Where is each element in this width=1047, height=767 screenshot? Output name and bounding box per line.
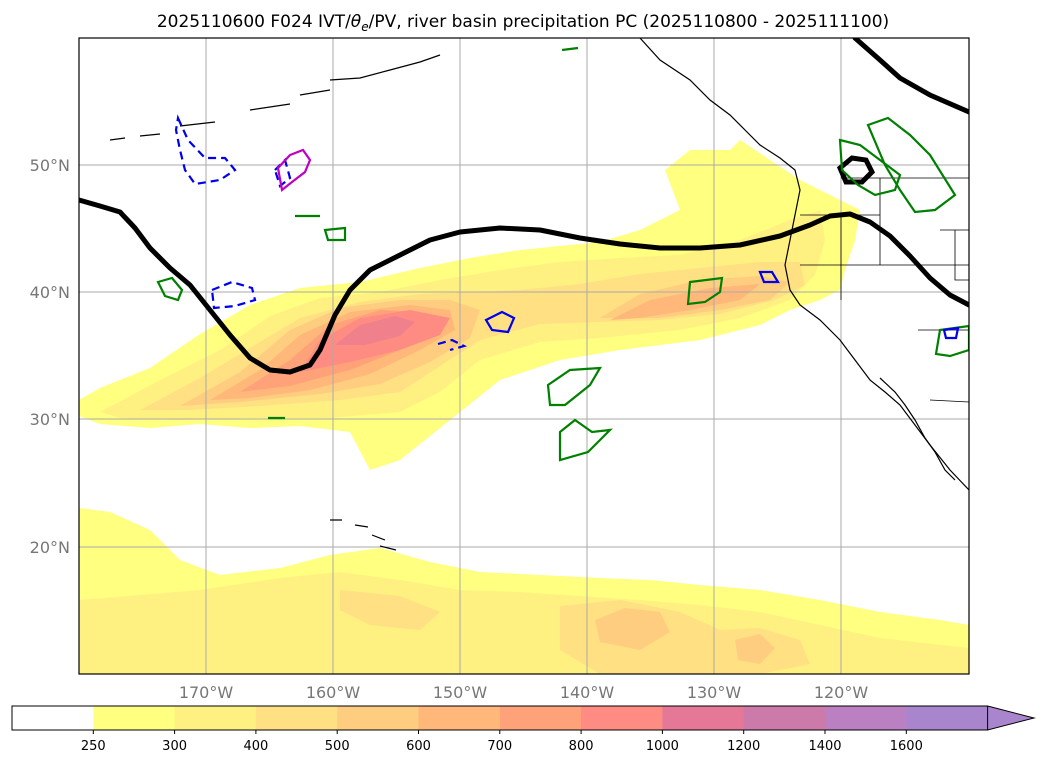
pc-green-contour [934, 324, 969, 358]
pc-green-contour [156, 276, 184, 302]
colorbar: 250 300 400 500 600 700 800 1000 1200 1400 1600 [11, 705, 1036, 754]
pc-blue-contour [484, 310, 516, 334]
lat-label: 50°N [30, 156, 70, 175]
map-title: 2025110600 F024 IVT/θe/PV, river basin p… [157, 12, 889, 34]
pc-green-contour [323, 226, 347, 242]
colorbar-segment [581, 706, 663, 730]
lat-label: 20°N [30, 538, 70, 557]
map-frame [78, 37, 970, 675]
theta-e-pv-contour-north [852, 38, 969, 115]
pc-green-contour [561, 46, 579, 52]
pc-green-contour [838, 138, 902, 197]
pc-green-contour [546, 366, 603, 407]
colorbar-tick-label: 700 [487, 739, 512, 754]
colorbar-segment [12, 706, 94, 730]
colorbar-tick-label: 1000 [646, 739, 679, 754]
pc-blue-contour [273, 157, 292, 188]
pc-blue-contour [942, 326, 960, 340]
pc-green-contours [156, 46, 969, 462]
colorbar-tick-label: 250 [81, 739, 106, 754]
coastline-islands [109, 54, 441, 141]
colorbar-segment [174, 706, 257, 730]
ivt-500-south-a [595, 608, 670, 650]
ivt-600-east [610, 284, 760, 320]
pc-green-contour [866, 116, 957, 214]
lat-labels: 50°N 40°N 30°N 20°N [30, 156, 70, 557]
theta-e-pv-small-loop [836, 155, 876, 185]
coastline-alaska [639, 38, 969, 491]
lat-label: 40°N [30, 283, 70, 302]
lon-label: 120°W [814, 683, 869, 702]
pc-green-contour [558, 418, 613, 462]
pc-green-contour [686, 276, 724, 306]
map-area [79, 38, 969, 674]
colorbar-segment [93, 706, 176, 730]
coastline-baja [879, 377, 956, 481]
ivt-shading-ar [79, 140, 860, 470]
colorbar-segment [337, 706, 419, 730]
lon-label: 130°W [687, 683, 742, 702]
lon-label: 170°W [179, 683, 234, 702]
lon-label: 150°W [433, 683, 488, 702]
lon-label: 140°W [560, 683, 615, 702]
colorbar-tick-label: 1600 [890, 739, 923, 754]
colorbar-tick-label: 300 [162, 739, 187, 754]
colorbar-tick-label: 500 [325, 739, 350, 754]
pc-blue-contours [174, 114, 960, 352]
colorbar-extend-arrow [987, 705, 1036, 731]
colorbar-segment [825, 706, 907, 730]
colorbar-tick-label: 400 [243, 739, 268, 754]
colorbar-segment [662, 706, 745, 730]
ivt-1000 [335, 316, 415, 345]
ivt-400-south-a [340, 590, 440, 630]
pc-blue-contour [210, 280, 257, 310]
colorbar-segment [906, 706, 989, 730]
gridlines [79, 38, 969, 674]
colorbar-tick-label: 800 [569, 739, 594, 754]
pc-blue-contour [437, 338, 468, 352]
pc-magenta-contour [276, 148, 312, 193]
ivt-500-south-b [735, 634, 775, 664]
theta-e-pv-contour [79, 197, 969, 375]
ivt-shading-south [79, 508, 969, 674]
hawaii [330, 519, 397, 551]
lon-labels: 170°W 160°W 150°W 140°W 130°W 120°W [179, 683, 869, 702]
colorbar-tick-label: 1200 [727, 739, 760, 754]
pc-blue-contour [758, 270, 780, 284]
colorbar-tick-label: 600 [406, 739, 431, 754]
colorbar-segment [255, 706, 338, 730]
colorbar-segment [499, 706, 582, 730]
colorbar-segment [743, 706, 826, 730]
colorbar-tick-label: 1400 [808, 739, 841, 754]
lat-label: 30°N [30, 410, 70, 429]
pc-blue-contour [174, 114, 237, 186]
lon-label: 160°W [306, 683, 361, 702]
colorbar-segment [418, 706, 501, 730]
